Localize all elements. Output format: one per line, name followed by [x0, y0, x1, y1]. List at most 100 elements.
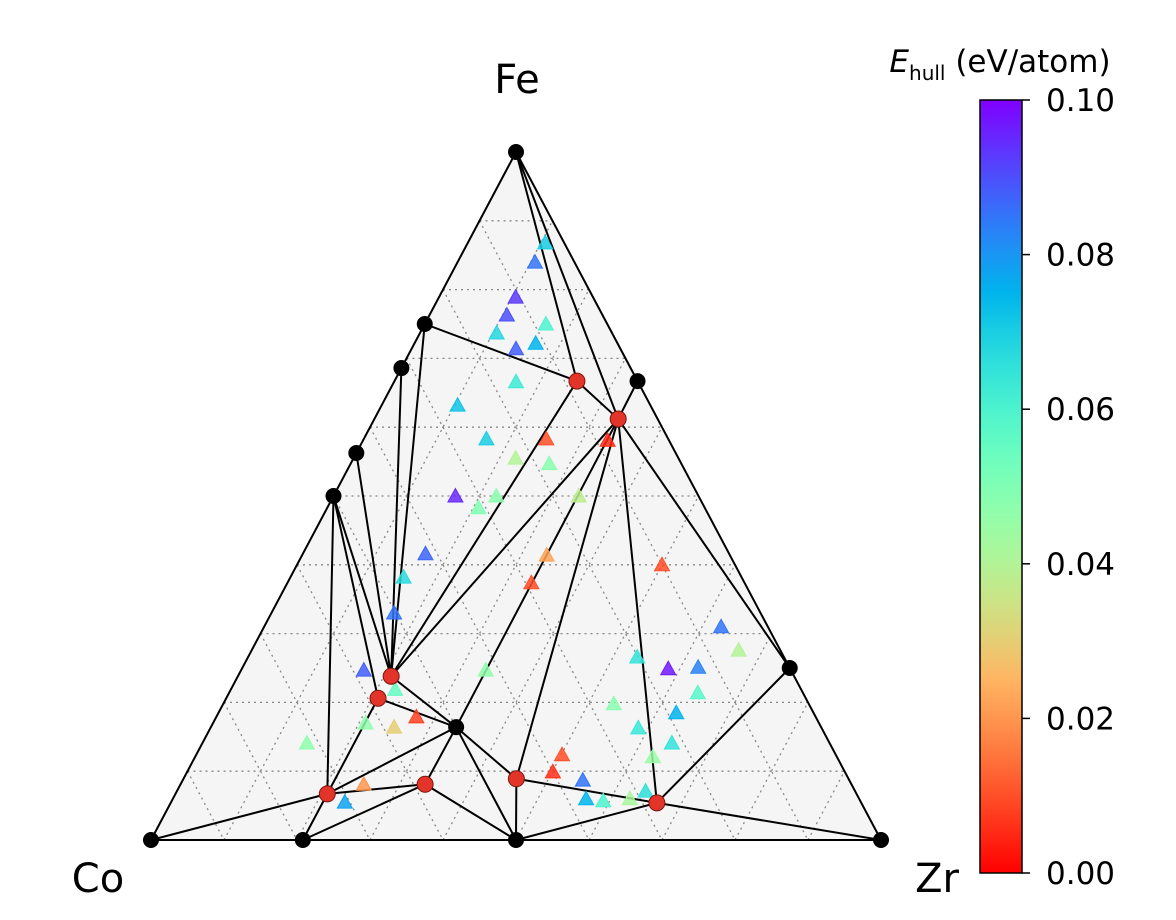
tie-line	[326, 495, 335, 794]
stable-hull-node	[508, 832, 524, 848]
unstable-point-marker	[408, 708, 425, 724]
unstable-point-marker	[478, 430, 495, 446]
tie-line	[390, 418, 619, 677]
vertex-label-co: Co	[72, 856, 124, 902]
stable-hull-node	[348, 445, 365, 461]
unstable-points	[298, 234, 747, 809]
stable-hull-node	[143, 832, 159, 848]
stable-hull-node	[781, 660, 798, 676]
colorbar-title: Ehull (eV/atom)	[889, 44, 1110, 85]
grid-line	[186, 770, 225, 841]
colorbar-tick-label: 0.02	[1046, 701, 1115, 737]
unstable-point-marker	[355, 775, 373, 791]
stable-hull-node	[416, 316, 433, 332]
stable-ternary-node	[369, 689, 387, 707]
unstable-point-marker	[712, 618, 730, 634]
colorbar-tick-label: 0.10	[1046, 83, 1115, 119]
tie-line	[327, 783, 426, 795]
unstable-point-marker	[488, 324, 506, 340]
unstable-point-marker	[385, 604, 403, 620]
unstable-point-marker	[537, 315, 555, 331]
vertex-label-fe: Fe	[494, 57, 539, 103]
unstable-point-marker	[653, 556, 671, 572]
stable-ternary-node	[648, 794, 666, 812]
unstable-point-marker	[570, 487, 588, 503]
tie-line	[332, 495, 380, 699]
unstable-point-marker	[536, 234, 554, 250]
triangle-background	[151, 152, 881, 840]
unstable-point-marker	[544, 763, 562, 779]
unstable-point-marker	[667, 704, 685, 720]
hull-nodes	[143, 144, 889, 848]
unstable-point-marker	[336, 793, 354, 809]
unstable-point-marker	[386, 680, 404, 696]
unstable-point-marker	[574, 771, 592, 787]
stable-ternary-node	[416, 775, 434, 793]
grid-line	[442, 289, 736, 841]
colorbar-title-sub: hull	[909, 61, 945, 85]
stable-ternary-node	[568, 372, 586, 390]
tie-line	[455, 726, 517, 841]
tie-line	[515, 801, 658, 841]
unstable-point-marker	[526, 253, 544, 269]
unstable-point-marker	[477, 661, 495, 677]
unstable-point-marker	[540, 455, 558, 471]
unstable-point-marker	[628, 648, 646, 664]
stable-ternary-node	[318, 785, 336, 803]
tie-line	[355, 452, 393, 677]
tie-line	[515, 151, 882, 841]
stable-hull-node	[448, 719, 465, 736]
colorbar-tick-label: 0.06	[1046, 392, 1115, 428]
stable-hull-node	[294, 832, 311, 848]
tie-line	[302, 783, 426, 841]
stable-hull-node	[873, 832, 889, 848]
unstable-point-marker	[689, 684, 707, 700]
unstable-point-marker	[644, 748, 662, 764]
unstable-point-marker	[357, 714, 374, 730]
unstable-point-marker	[605, 695, 623, 711]
unstable-point-marker	[447, 487, 464, 503]
grid-line	[515, 495, 700, 841]
tie-line	[390, 675, 457, 728]
tie-line	[617, 418, 658, 803]
tie-line	[656, 667, 791, 804]
unstable-point-marker	[470, 499, 487, 515]
colorbar-tick-label: 0.04	[1046, 547, 1115, 583]
unstable-point-marker	[417, 545, 434, 561]
unstable-point-marker	[599, 431, 616, 447]
grid-line	[223, 702, 298, 841]
unstable-point-marker	[730, 641, 747, 657]
grid-line	[296, 564, 444, 841]
colorbar-gradient	[979, 99, 1023, 874]
tie-line	[326, 726, 457, 795]
stable-hull-node	[629, 373, 646, 390]
vertex-label-zr: Zr	[915, 856, 959, 902]
tie-line	[424, 323, 578, 383]
colorbar-tick-label: 0.00	[1046, 856, 1115, 892]
grid-line	[296, 289, 590, 841]
unstable-point-marker	[594, 792, 612, 808]
unstable-point-marker	[689, 658, 707, 674]
unstable-point-marker	[507, 288, 524, 304]
tie-line	[515, 151, 578, 382]
unstable-point-marker	[385, 718, 403, 734]
tie-line	[576, 380, 619, 420]
tie-line	[515, 418, 620, 780]
unstable-point-marker	[507, 373, 525, 389]
colorbar: 0.00 0.02 0.04 0.06 0.08 0.10 Ehull (eV/atom)	[889, 44, 1115, 892]
unstable-point-marker	[577, 790, 595, 806]
unstable-point-marker	[659, 660, 677, 676]
unstable-point-marker	[498, 306, 516, 322]
unstable-point-marker	[395, 568, 412, 584]
grid-line	[588, 564, 736, 841]
unstable-point-marker	[537, 430, 555, 446]
stable-ternary-node	[507, 770, 525, 788]
tie-line	[390, 380, 578, 677]
unstable-point-marker	[663, 734, 681, 750]
tie-line	[617, 418, 791, 669]
grid-line	[405, 358, 663, 841]
stable-hull-node	[393, 360, 410, 377]
tie-line	[301, 793, 329, 841]
unstable-point-marker	[538, 546, 556, 562]
